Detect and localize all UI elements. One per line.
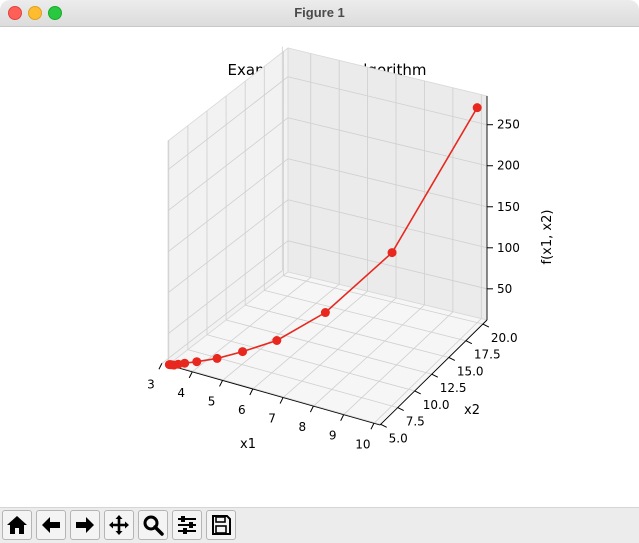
sgd-point <box>387 248 397 258</box>
tick-mark <box>431 373 439 378</box>
y-tick-label: 10.0 <box>423 398 450 412</box>
zoom-window-button[interactable] <box>48 6 62 20</box>
back-button[interactable] <box>36 510 66 540</box>
configure-subplots-button[interactable] <box>172 510 202 540</box>
grid-line <box>287 76 488 126</box>
sgd-point <box>164 360 174 370</box>
configure-subplots-icon <box>178 516 196 534</box>
axes-ticks: 3 4 5 6 7 8 9 10 5.0 7.5 10.0 12.5 15.0 17.5 20.0 50 100… <box>147 96 520 451</box>
tick-mark <box>249 388 254 396</box>
tick-mark <box>465 340 473 345</box>
grid-line <box>287 240 488 290</box>
grid-line <box>206 334 415 392</box>
tick-mark <box>370 423 375 430</box>
y-tick-label: 7.5 <box>406 415 425 429</box>
pan-icon <box>109 515 129 535</box>
grid-line <box>167 240 289 335</box>
minimize-window-button[interactable] <box>28 6 42 20</box>
tick-mark <box>414 390 421 395</box>
tick-mark <box>158 363 163 370</box>
grid-line <box>187 349 398 408</box>
y-axis-label: x2 <box>464 403 480 418</box>
grid-line <box>167 117 289 212</box>
zoom-button[interactable] <box>138 510 168 540</box>
forward-button[interactable] <box>70 510 100 540</box>
grid-line <box>161 270 283 364</box>
sgd-path-series <box>164 103 482 370</box>
grid-line <box>287 158 488 208</box>
pan-button[interactable] <box>104 510 134 540</box>
tick-mark <box>279 397 284 404</box>
tick-mark <box>219 380 223 387</box>
axes-grid <box>161 46 488 425</box>
x-tick-label: 4 <box>177 386 185 400</box>
forward-arrow-icon <box>76 517 94 533</box>
x-axis-label: x1 <box>240 437 256 452</box>
tick-mark <box>380 423 387 428</box>
sgd-point <box>192 357 202 367</box>
navigation-toolbar <box>0 507 639 543</box>
z-tick-label: 50 <box>497 282 512 296</box>
x-tick-label: 7 <box>268 412 276 426</box>
sgd-point <box>238 347 248 357</box>
sgd-point <box>272 336 282 346</box>
z-axis-label: f(x1, x2) <box>540 210 555 265</box>
tick-mark <box>188 371 193 379</box>
grid-line <box>245 304 449 358</box>
tick-mark <box>482 323 490 328</box>
z-tick-label: 250 <box>497 118 520 132</box>
save-icon <box>212 515 231 535</box>
home-icon <box>7 516 27 534</box>
zoom-icon <box>143 515 164 536</box>
grid-line <box>283 275 484 325</box>
sgd-point <box>472 103 482 113</box>
window-titlebar: Figure 1 <box>0 0 639 27</box>
y-tick-label: 17.5 <box>474 348 501 362</box>
sgd-point <box>320 308 330 318</box>
grid-line <box>225 319 432 375</box>
x-axis-line <box>167 364 381 426</box>
figure-canvas[interactable]: Example of SGD algorithm 3456789105.07.5… <box>0 27 639 507</box>
x-tick-label: 9 <box>329 429 337 443</box>
z-tick-label: 100 <box>497 241 520 255</box>
z-tick-label: 200 <box>497 159 520 173</box>
y-tick-label: 15.0 <box>457 364 484 378</box>
tick-mark <box>340 414 345 421</box>
grid-line <box>287 117 488 167</box>
z-tick-label: 150 <box>497 200 520 214</box>
y-tick-label: 5.0 <box>389 431 408 445</box>
window-title: Figure 1 <box>294 5 345 20</box>
y-tick-label: 20.0 <box>491 331 518 345</box>
x-tick-label: 6 <box>238 403 246 417</box>
grid-line <box>264 289 466 342</box>
close-window-button[interactable] <box>8 6 22 20</box>
x-tick-label: 8 <box>299 420 307 434</box>
tick-mark <box>309 405 314 413</box>
x-tick-label: 3 <box>147 377 155 391</box>
sgd-point <box>212 353 222 363</box>
home-button[interactable] <box>2 510 32 540</box>
save-button[interactable] <box>206 510 236 540</box>
y-tick-label: 12.5 <box>440 381 467 395</box>
axes-panes <box>167 47 488 426</box>
grid-line <box>167 199 289 294</box>
x-tick-label: 10 <box>355 437 370 451</box>
tick-mark <box>448 357 456 361</box>
grid-line <box>287 199 488 249</box>
x-tick-label: 5 <box>208 394 216 408</box>
back-arrow-icon <box>42 517 60 533</box>
grid-line <box>167 76 289 171</box>
grid-line <box>168 364 381 425</box>
tick-mark <box>397 407 404 412</box>
grid-line <box>167 158 289 253</box>
